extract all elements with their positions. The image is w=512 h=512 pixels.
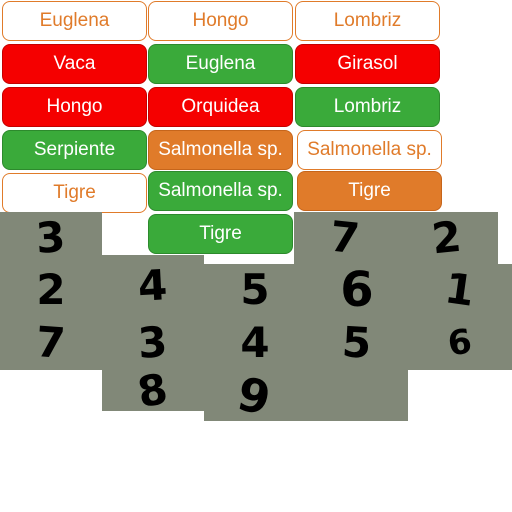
option-button-salmonella[interactable]: Salmonella sp. [148,130,293,170]
option-button-lombriz[interactable]: Lombriz [295,87,440,127]
option-button-hongo[interactable]: Hongo [2,87,147,127]
digit-label: 5 [341,317,373,368]
digit-tile[interactable]: 5 [306,316,408,370]
digit-label: 5 [240,265,270,314]
digit-label: 1 [442,263,478,316]
digit-label: 2 [429,211,465,264]
digit-tile[interactable]: 4 [102,255,204,316]
digit-tile[interactable]: 3 [0,212,102,264]
digit-tile[interactable]: 6 [408,316,512,370]
digit-label: 4 [240,318,270,367]
option-button-vaca[interactable]: Vaca [2,44,147,84]
option-button-hongo[interactable]: Hongo [148,1,293,41]
option-button-serpiente[interactable]: Serpiente [2,130,147,170]
digit-tile[interactable]: 4 [204,316,306,370]
digit-label: 3 [34,212,68,263]
option-button-lombriz[interactable]: Lombriz [295,1,440,41]
digit-tile[interactable]: 5 [204,264,306,316]
digit-tile[interactable]: 1 [408,263,512,316]
option-button-euglena[interactable]: Euglena [2,1,147,41]
digit-label: 7 [34,317,68,368]
digit-tile[interactable]: 8 [102,363,204,417]
option-button-tigre[interactable]: Tigre [2,173,147,213]
digit-tile[interactable]: 2 [396,212,498,264]
option-button-salmonella[interactable]: Salmonella sp. [148,171,293,211]
digit-label: 9 [232,365,276,426]
option-button-salmonella[interactable]: Salmonella sp. [297,130,442,170]
option-button-girasol[interactable]: Girasol [295,44,440,84]
option-button-euglena[interactable]: Euglena [148,44,293,84]
digit-label: 2 [36,265,66,314]
digit-label: 6 [445,321,475,365]
digit-tile[interactable]: 7 [0,316,102,370]
digit-label: 4 [137,259,169,311]
option-button-orquidea[interactable]: Orquidea [148,87,293,127]
digit-tile[interactable]: 3 [102,316,204,370]
digit-tile[interactable]: 6 [306,264,408,316]
digit-label: 7 [327,211,363,264]
digit-label: 8 [134,363,172,417]
digit-tile[interactable]: 7 [294,212,396,264]
option-button-tigre[interactable]: Tigre [148,214,293,254]
digit-label: 3 [136,317,170,368]
digit-tile[interactable]: 9 [204,365,408,426]
option-button-tigre[interactable]: Tigre [297,171,442,211]
digit-label: 6 [340,262,374,318]
digit-tile[interactable]: 2 [0,264,102,316]
